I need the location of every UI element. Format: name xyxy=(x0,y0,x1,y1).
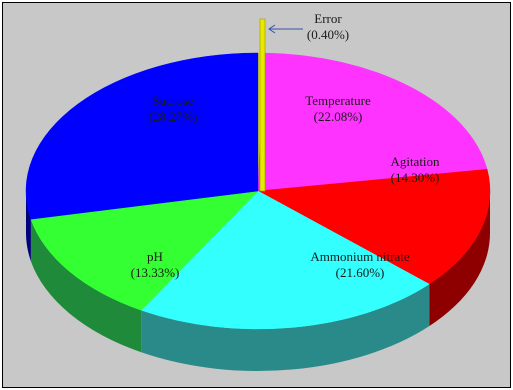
slice-sucrose xyxy=(25,52,259,220)
slice-label-ph: pH xyxy=(147,249,163,264)
slice-side-sucrose xyxy=(26,191,31,262)
slice-agitation xyxy=(257,169,491,285)
slice-error-exploded xyxy=(259,18,266,192)
error-pointer-arrow xyxy=(268,24,303,34)
slice-label-temperature: Temperature xyxy=(305,93,371,108)
pie-chart: Error(0.40%) Temperature(22.08%) Agitation… xyxy=(25,11,491,371)
slice-side-ammonium-nitrate xyxy=(141,284,430,371)
slice-label-error: Error xyxy=(314,11,342,26)
slice-temperature xyxy=(257,52,488,192)
slice-label-ammonium-nitrate: Ammonium nitrate xyxy=(310,249,410,264)
slice-ph xyxy=(30,190,259,311)
slice-label-agitation: Agitation xyxy=(390,154,440,169)
slice-side-ph xyxy=(30,219,142,353)
slice-value-agitation: (14.30%) xyxy=(391,170,440,185)
slice-value-ph: (13.33%) xyxy=(131,265,180,280)
slice-value-ammonium-nitrate: (21.60%) xyxy=(336,265,385,280)
slice-value-temperature: (22.08%) xyxy=(314,109,363,124)
slice-label-sucrose: Sucrose xyxy=(152,93,193,108)
slice-ammonium-nitrate xyxy=(140,190,430,330)
slice-value-error: (0.40%) xyxy=(307,27,349,42)
slice-value-sucrose: (28.27%) xyxy=(149,109,198,124)
slice-side-agitation xyxy=(429,191,490,327)
